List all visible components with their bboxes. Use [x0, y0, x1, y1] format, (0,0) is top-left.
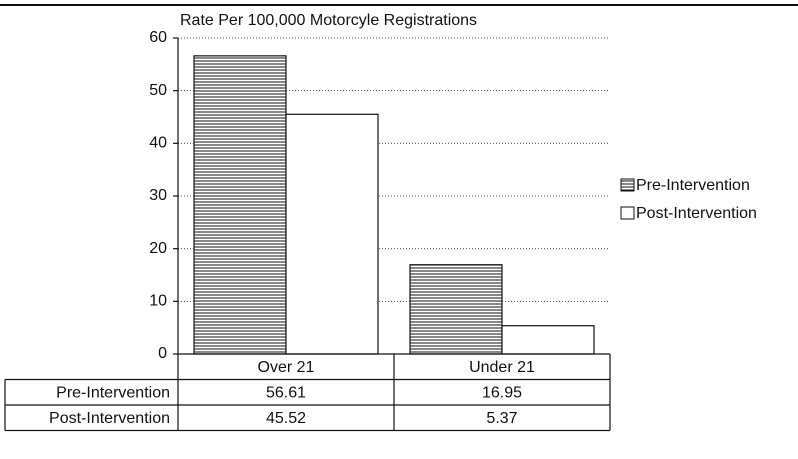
table-row-label: Post-Intervention: [49, 410, 170, 427]
y-tick-label: 30: [149, 187, 167, 204]
legend-label: Post-Intervention: [636, 205, 757, 222]
y-tick-label: 10: [149, 293, 167, 310]
table-row-label: Pre-Intervention: [56, 384, 170, 401]
table-value: 45.52: [266, 410, 306, 427]
table-value: 16.95: [482, 384, 522, 401]
legend-swatch: [620, 206, 635, 220]
bar: [501, 325, 595, 355]
legend-swatch: [620, 178, 635, 192]
x-tick-label: Under 21: [469, 359, 535, 376]
y-tick-label: 40: [149, 135, 167, 152]
bar: [409, 264, 503, 355]
table-value: 5.37: [486, 410, 517, 427]
legend-label: Pre-Intervention: [636, 177, 750, 194]
bar: [285, 113, 379, 355]
x-tick-label: Over 21: [258, 359, 315, 376]
chart-title: Rate Per 100,000 Motorcyle Registrations: [180, 12, 477, 29]
bar: [193, 55, 287, 355]
y-tick-label: 60: [149, 29, 167, 46]
y-tick-label: 50: [149, 82, 167, 99]
y-tick-label: 0: [158, 345, 167, 362]
table-value: 56.61: [266, 384, 306, 401]
y-tick-label: 20: [149, 240, 167, 257]
